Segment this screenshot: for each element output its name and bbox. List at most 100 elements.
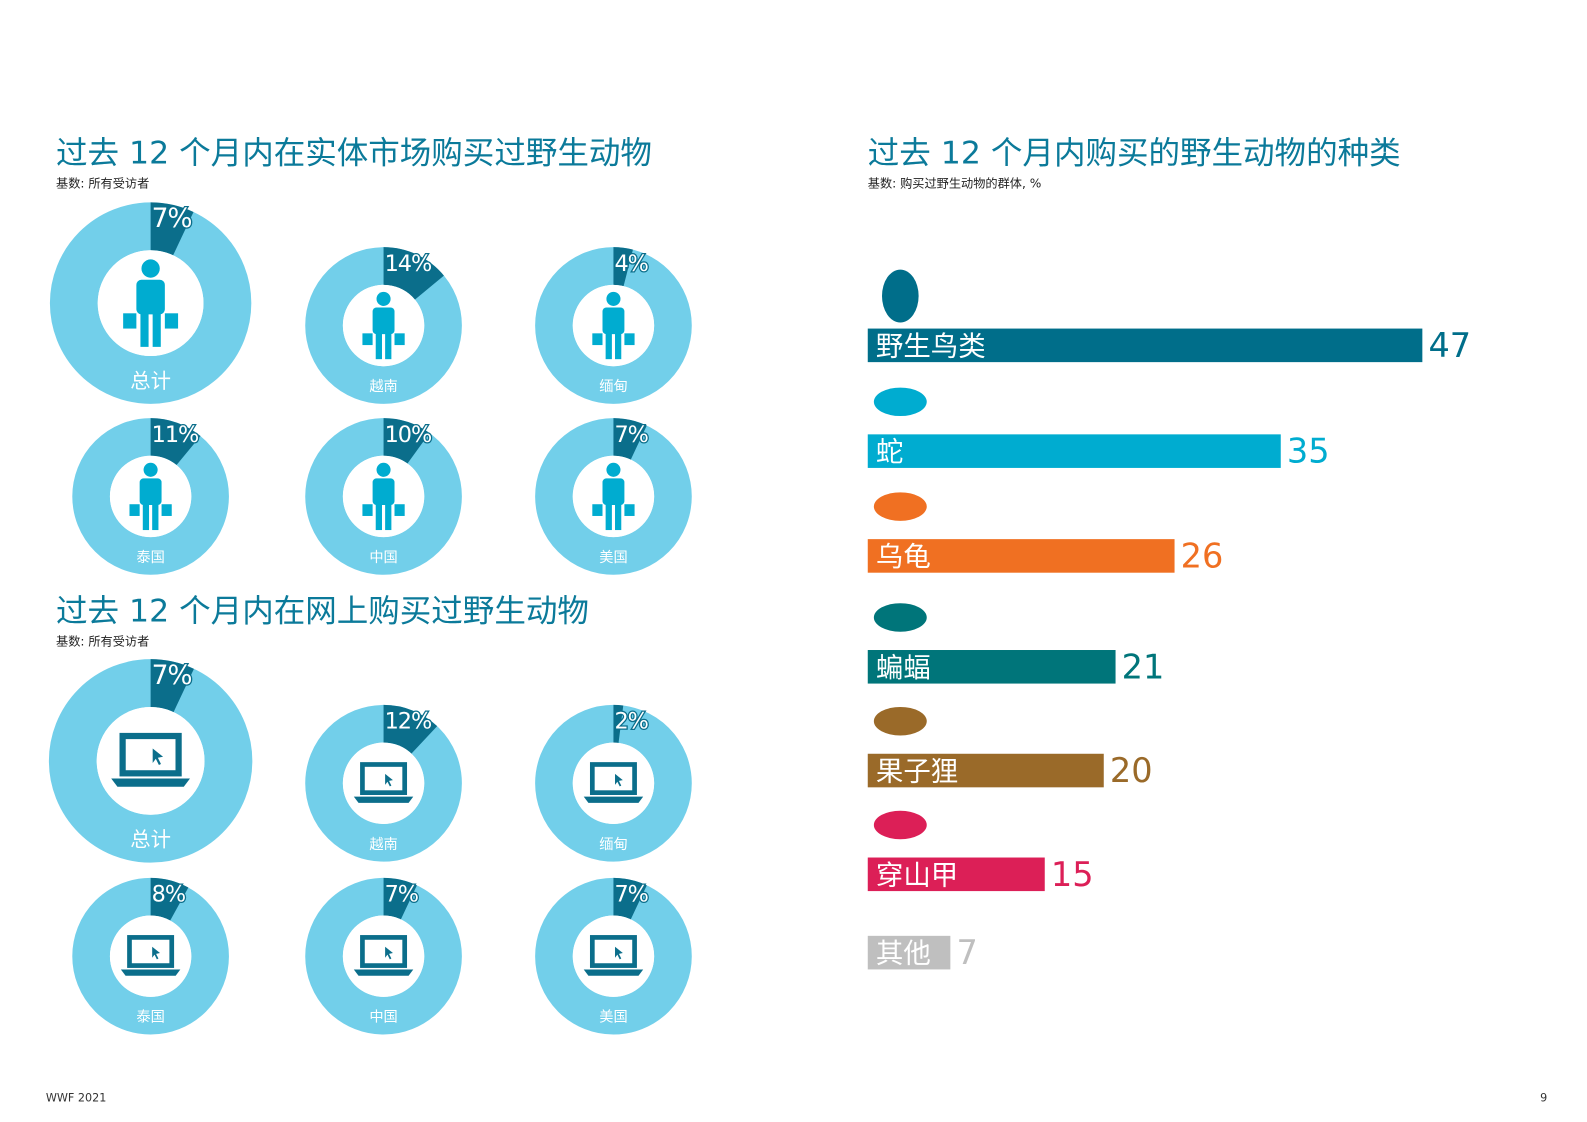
icon-bag (624, 504, 635, 516)
icon-base (353, 796, 414, 803)
animal-icon (881, 269, 919, 323)
bar-value: 20 (1110, 751, 1153, 790)
shopper-icon (123, 259, 179, 347)
icon-screen (589, 762, 637, 796)
bar-value: 35 (1287, 432, 1330, 471)
icon-screen (360, 935, 408, 968)
donut-hole (572, 915, 655, 997)
icon-body (602, 478, 625, 506)
laptop-icon (583, 762, 644, 803)
icon-body (372, 307, 395, 335)
percent-label: 2% (614, 709, 648, 735)
icon-leg (140, 311, 149, 347)
icon-cursor (152, 946, 161, 960)
donut-segment (613, 247, 633, 287)
percent-label: 7% (152, 203, 192, 234)
category-label: 美国 (599, 1009, 627, 1026)
donut-segment (613, 704, 624, 743)
donut-segment (383, 247, 444, 300)
laptop-icon (353, 762, 414, 803)
bar-value: 7 (956, 933, 977, 972)
percent-label: 7% (614, 422, 648, 448)
icon-body (139, 478, 162, 506)
donut-segment (613, 418, 647, 460)
icon-cursor (615, 773, 623, 787)
laptop-icon (353, 935, 414, 976)
icon-bag (592, 504, 603, 516)
bar (867, 753, 1104, 788)
icon-cursor (615, 946, 623, 960)
shopper-icon (362, 462, 405, 531)
section-subtitle: 基数: 所有受访者 (56, 633, 149, 648)
icon-leg (142, 502, 150, 531)
percent-label: 14% (385, 251, 432, 277)
icon-head (376, 462, 391, 477)
footer-left: WWF 2021 (46, 1092, 107, 1105)
icon-bag (592, 333, 603, 346)
icon-leg (615, 502, 622, 531)
bar-value: 47 (1428, 326, 1471, 365)
donut-segment (383, 418, 430, 464)
donut-hole (96, 706, 205, 815)
bar-category: 蝙蝠 (876, 653, 931, 684)
icon-base (120, 969, 181, 976)
percent-label: 11% (152, 422, 199, 448)
bar-category: 其他 (876, 939, 931, 970)
icon-head (143, 462, 158, 477)
category-label: 泰国 (136, 1009, 164, 1026)
bar (867, 935, 951, 970)
bar (867, 650, 1116, 684)
icon-bag (123, 313, 137, 329)
bar (867, 539, 1175, 573)
category-label: 总计 (130, 369, 171, 393)
laptop-icon (120, 935, 181, 976)
category-label: 总计 (130, 828, 171, 852)
icon-head (606, 291, 621, 306)
animal-icon (873, 810, 927, 840)
category-label: 中国 (369, 1009, 397, 1026)
icon-leg (152, 311, 161, 347)
percent-label: 8% (152, 882, 186, 908)
icon-body (136, 279, 165, 315)
icon-leg (615, 331, 622, 360)
donut-segment (613, 877, 647, 920)
icon-body (372, 478, 395, 506)
percent-label: 12% (385, 709, 432, 735)
bar (867, 857, 1045, 892)
donut-hole (342, 742, 425, 824)
donut-segment (150, 659, 194, 713)
icon-base (583, 969, 644, 976)
donut-segment (383, 877, 417, 920)
icon-bag (394, 504, 405, 516)
icon-bag (161, 504, 172, 516)
icon-leg (385, 502, 392, 531)
icon-bag (129, 504, 140, 516)
animal-icon (873, 706, 927, 736)
bar-value: 21 (1122, 647, 1165, 686)
animal-icon (873, 492, 927, 521)
icon-bag (362, 504, 373, 516)
laptop-icon (583, 935, 644, 976)
animal-icon (873, 603, 927, 632)
percent-label: 10% (385, 422, 432, 448)
icon-leg (152, 502, 159, 531)
icon-head (606, 462, 621, 477)
donut-segment (150, 877, 189, 921)
shopper-icon (362, 291, 405, 360)
donut-segment (383, 704, 438, 754)
icon-leg (375, 502, 382, 531)
icon-screen (127, 935, 175, 968)
donut-segment (150, 202, 194, 256)
section-subtitle: 基数: 所有受访者 (56, 176, 149, 191)
bar-value: 26 (1181, 536, 1224, 575)
icon-leg (605, 331, 612, 360)
percent-label: 7% (385, 882, 419, 908)
bar-category: 野生鸟类 (876, 331, 986, 362)
section-subtitle: 基数: 购买过野生动物的群体, % (868, 176, 1042, 191)
donut-segment (150, 418, 201, 466)
category-label: 缅甸 (599, 836, 627, 853)
icon-screen (360, 762, 408, 796)
donut-hole (572, 742, 655, 824)
